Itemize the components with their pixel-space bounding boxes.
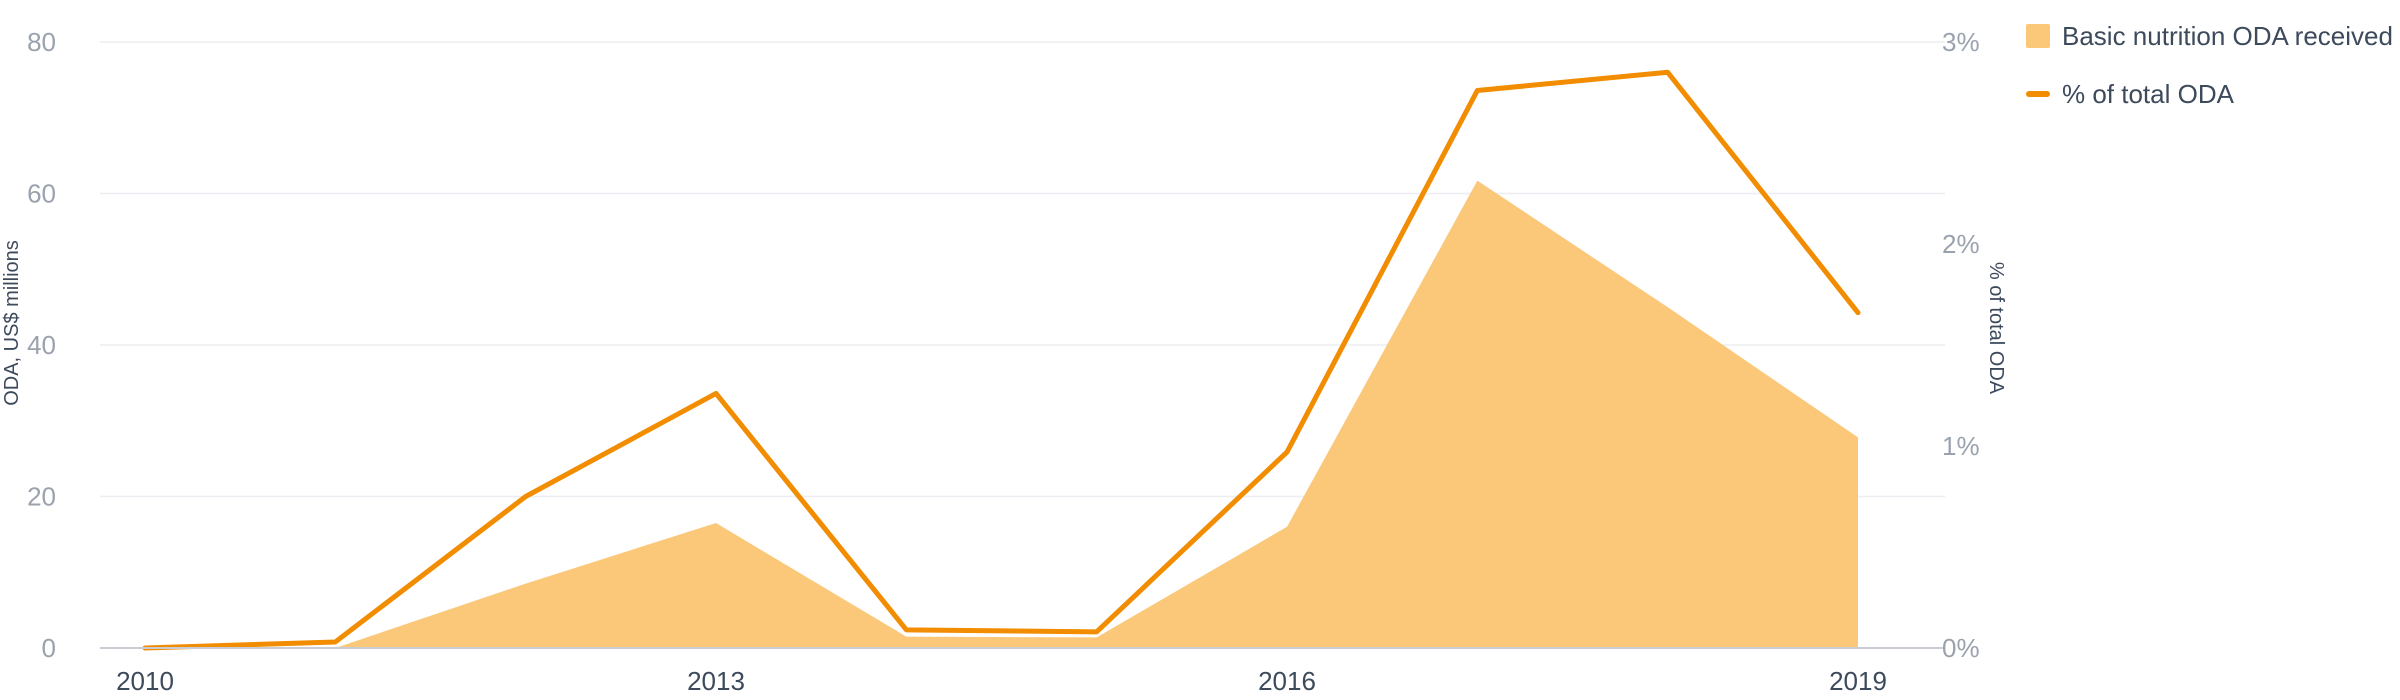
legend-label-area: Basic nutrition ODA received: [2062, 20, 2393, 51]
x-tick-2013: 2013: [687, 666, 745, 696]
y-tick-left-0: 0: [42, 633, 56, 663]
line-percent-total-oda: [142, 69, 1861, 651]
x-tick-2016: 2016: [1258, 666, 1316, 696]
left-axis-ticks: 0 20 40 60 80: [27, 27, 56, 663]
line-series: [142, 69, 1861, 651]
area-basic-nutrition-oda: [145, 180, 1858, 648]
legend: Basic nutrition ODA received % of total …: [2026, 16, 2393, 132]
area-series: [145, 180, 1858, 648]
y-tick-right-0: 0%: [1942, 633, 1980, 663]
x-tick-2010: 2010: [116, 666, 174, 696]
x-tick-2019: 2019: [1829, 666, 1887, 696]
legend-swatch-area: [2026, 24, 2050, 48]
right-axis-ticks: 0% 1% 2% 3%: [1942, 27, 1980, 663]
legend-swatch-line: [2026, 91, 2050, 97]
y-tick-left-60: 60: [27, 179, 56, 209]
x-axis-ticks: 2010 2013 2016 2019: [116, 666, 1887, 696]
y-tick-left-20: 20: [27, 482, 56, 512]
y-tick-right-1: 1%: [1942, 431, 1980, 461]
y-tick-right-2: 2%: [1942, 229, 1980, 259]
y-tick-left-80: 80: [27, 27, 56, 57]
legend-item-area[interactable]: Basic nutrition ODA received: [2026, 16, 2393, 56]
y-tick-left-40: 40: [27, 330, 56, 360]
y-axis-title-right: % of total ODA: [1985, 262, 2007, 395]
legend-label-line: % of total ODA: [2062, 78, 2234, 109]
y-tick-right-3: 3%: [1942, 27, 1980, 57]
y-axis-title-left: ODA, US$ millions: [1, 240, 23, 406]
legend-item-line[interactable]: % of total ODA: [2026, 74, 2393, 114]
